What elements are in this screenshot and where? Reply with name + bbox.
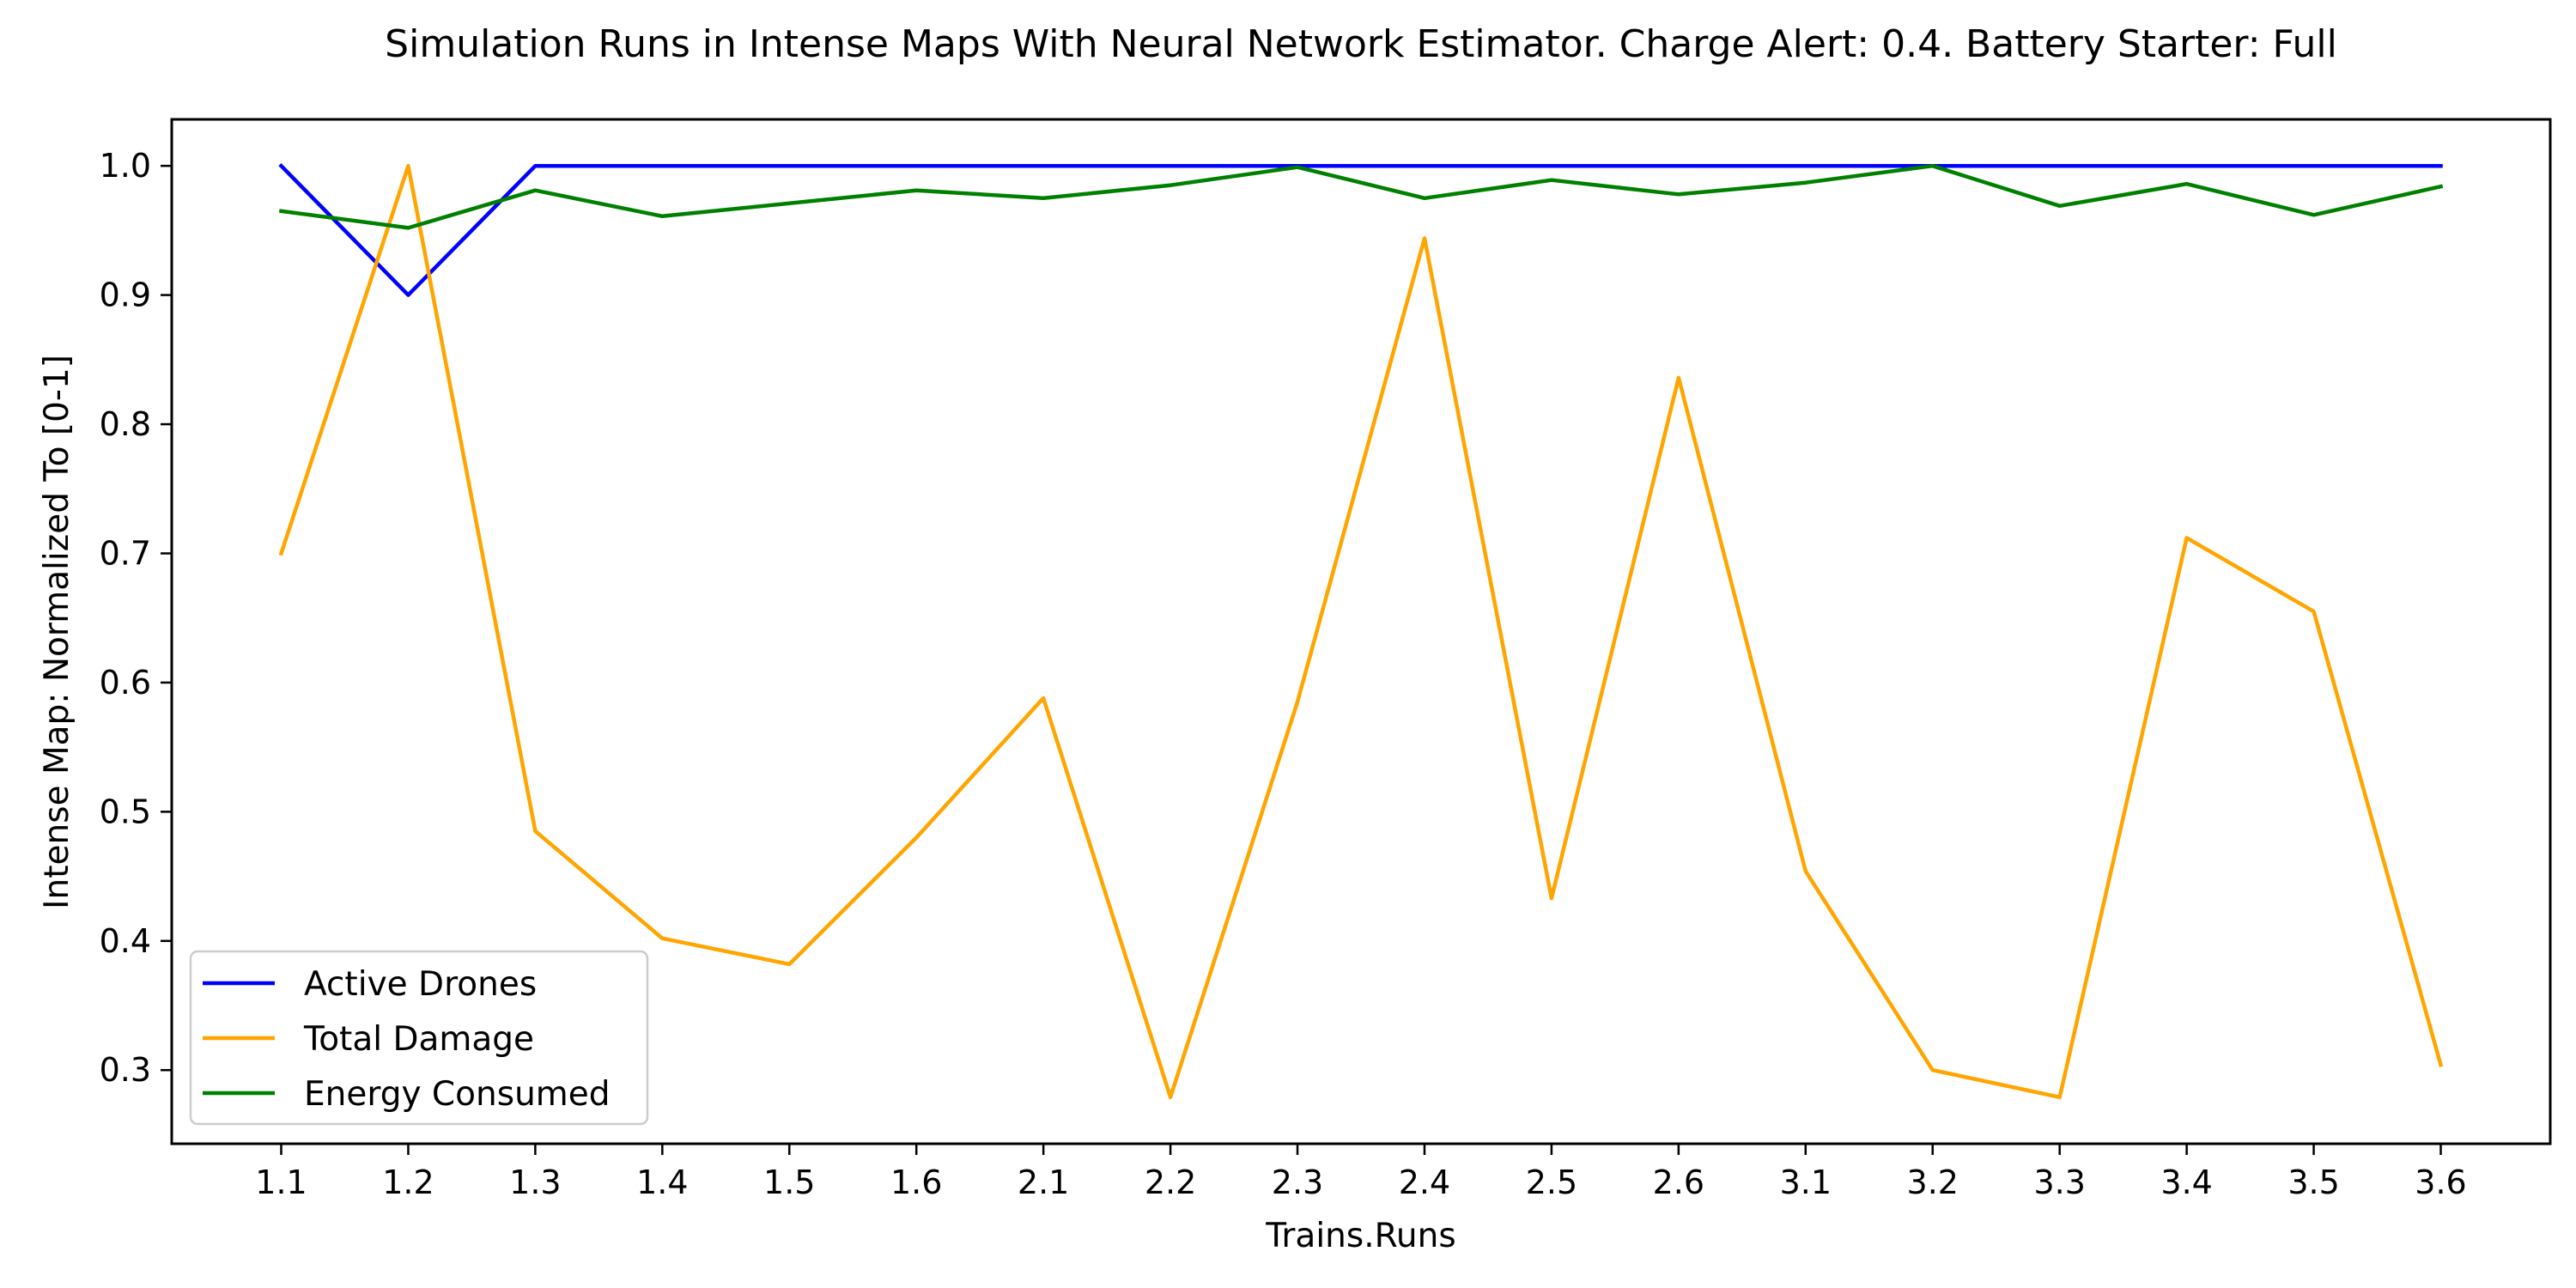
series-line-0 [278, 163, 2443, 297]
x-tick-label: 3.2 [1907, 1163, 1959, 1201]
y-tick-label: 1.0 [100, 147, 151, 185]
plot-series [278, 163, 2444, 1100]
y-tick-label: 0.3 [100, 1051, 151, 1089]
x-tick-label: 1.3 [509, 1163, 561, 1201]
x-tick-label: 3.4 [2160, 1163, 2212, 1201]
y-tick-label: 0.5 [100, 793, 151, 830]
x-axis-ticks: 1.1 1.2 1.3 1.4 1.5 1.6 2.1 2.2 2.3 2.4 2.5 2.6 3.1 3… [255, 1144, 2467, 1201]
chart-title: Simulation Runs in Intense Maps With Neu… [385, 22, 2337, 66]
x-tick-label: 1.4 [636, 1163, 688, 1201]
y-axis-ticks: 0.3 0.4 0.5 0.6 0.7 0.8 0.9 1.0 [100, 147, 172, 1089]
x-tick-label: 2.3 [1272, 1163, 1323, 1201]
y-tick-label: 0.8 [100, 405, 151, 443]
legend-box [189, 950, 649, 1126]
series-line-2 [278, 163, 2444, 230]
y-tick-label: 0.4 [100, 922, 151, 960]
y-tick-label: 0.6 [100, 664, 151, 702]
x-tick-label: 3.6 [2415, 1163, 2466, 1201]
plot-frame [170, 118, 2552, 1145]
x-tick-label: 2.5 [1526, 1163, 1577, 1201]
legend-label-1: Total Damage [303, 1020, 534, 1059]
chart-legend: Active Drones Total Damage Energy Consumed [189, 950, 649, 1126]
x-tick-label: 1.1 [255, 1163, 307, 1201]
legend-label-2: Energy Consumed [304, 1075, 611, 1114]
y-tick-label: 0.9 [100, 276, 151, 314]
x-tick-label: 2.4 [1399, 1163, 1450, 1201]
y-tick-label: 0.7 [100, 534, 151, 572]
x-tick-label: 3.1 [1780, 1163, 1832, 1201]
x-tick-label: 2.2 [1145, 1163, 1196, 1201]
x-tick-label: 2.6 [1653, 1163, 1704, 1201]
x-tick-label: 3.3 [2033, 1163, 2085, 1201]
x-tick-label: 1.2 [382, 1163, 434, 1201]
x-tick-label: 1.5 [763, 1163, 815, 1201]
x-axis-label: Trains.Runs [1265, 1217, 1455, 1255]
legend-label-0: Active Drones [304, 965, 537, 1004]
x-tick-label: 2.1 [1018, 1163, 1069, 1201]
x-tick-label: 1.6 [890, 1163, 942, 1201]
x-tick-label: 3.5 [2287, 1163, 2339, 1201]
y-axis-label: Intense Map: Normalized To [0-1] [38, 355, 76, 909]
series-line-1 [278, 163, 2444, 1100]
